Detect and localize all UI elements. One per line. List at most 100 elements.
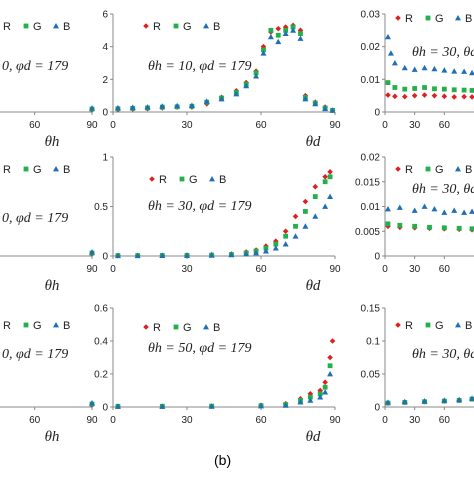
panel-4-point-B xyxy=(184,252,190,258)
panel-8-legend-marker-R xyxy=(395,322,401,328)
panel-1-point-B xyxy=(144,104,151,110)
panel-1-point-B xyxy=(267,33,274,40)
panel-7-point-G xyxy=(307,394,313,400)
panel-5-legend-label-B: B xyxy=(465,164,472,176)
panel-1-xtick-label: 30 xyxy=(181,120,193,131)
panel-7-point-B xyxy=(317,394,324,400)
panel-7-xtick-label: 0 xyxy=(110,415,116,426)
panel-5-legend-marker-G xyxy=(425,166,431,172)
panel-1-xtick-label: 0 xyxy=(110,120,116,131)
panel-1-point-B xyxy=(322,105,329,112)
panel-2-ytick-label: 0.02 xyxy=(361,42,381,53)
panel-1-point-G xyxy=(298,31,303,36)
panel-2-point-R xyxy=(451,94,458,100)
panel-1-point-B xyxy=(129,104,136,110)
panel-2-ytick-label: 0.01 xyxy=(361,75,381,86)
panel-1-point-B xyxy=(114,104,121,111)
panel-1-point-G xyxy=(283,27,289,33)
panel-4-legend-label-G: G xyxy=(189,174,198,186)
panel-2-point-B xyxy=(387,50,394,56)
panel-2-point-G xyxy=(451,87,457,93)
panel-4-ytick-label: 1 xyxy=(102,153,108,164)
panel-5-legend-label-G: G xyxy=(435,164,444,176)
panel-6-point-B xyxy=(89,400,95,406)
panel-1-point-B xyxy=(243,82,250,89)
panel-1-ytick-label: 0 xyxy=(102,108,108,119)
panel-5-ytick-label: 0 xyxy=(374,252,380,263)
panel-2-point-G xyxy=(412,86,418,91)
panel-7-point-B xyxy=(327,371,334,377)
panel-1-point-B xyxy=(297,35,304,41)
panel-1-ytick-label: 2 xyxy=(102,75,108,86)
panel-5-point-B xyxy=(451,207,458,213)
panel-8-point-B xyxy=(384,399,391,405)
panel-5-legend-label-R: R xyxy=(405,164,413,176)
panel-1-xlabel: θd xyxy=(306,134,321,150)
panel-3-point-B xyxy=(89,249,95,255)
panel-1-point-B xyxy=(275,38,282,45)
panel-1-point-B xyxy=(233,91,240,97)
panel-3-legend-marker-B xyxy=(53,166,59,172)
panel-7-ytick-label: 0.2 xyxy=(94,370,108,381)
panel-7-point-B xyxy=(208,403,215,409)
panel-7-point-G xyxy=(327,363,333,369)
panel-5-ytick-label: 0.01 xyxy=(361,202,381,213)
panel-2-point-R xyxy=(461,93,467,100)
panel-6-annotation: 0, φd = 179 xyxy=(2,347,68,362)
panel-4-point-G xyxy=(327,174,333,180)
panel-2-ytick-label: 0.03 xyxy=(361,10,381,21)
panel-0-xtick-label: 90 xyxy=(86,120,98,131)
panel-8-point-B xyxy=(401,398,408,405)
panel-1-point-G xyxy=(261,47,266,53)
panel-4-point-B xyxy=(134,252,141,259)
panel-4-point-G xyxy=(293,223,298,229)
panel-4-annotation: θh = 30, φd = 179 xyxy=(148,199,252,214)
panel-4-point-G xyxy=(303,209,308,214)
panel-5-point-G xyxy=(456,225,462,231)
panel-5-legend-marker-R xyxy=(395,166,401,172)
panel-5-point-B xyxy=(461,209,468,215)
panel-7-point-B xyxy=(307,397,314,403)
panel-8-legend-label-B: B xyxy=(465,320,472,332)
panel-2-point-B xyxy=(384,33,391,40)
panel-8-ytick-label: 0 xyxy=(374,403,380,414)
panel-4-point-B xyxy=(327,193,334,199)
panel-1-point-G xyxy=(275,32,281,38)
panel-4-point-R xyxy=(322,174,328,180)
panel-2-xtick-label: 30 xyxy=(409,120,421,131)
panel-4-xtick-label: 60 xyxy=(255,264,267,275)
panel-7-point-B xyxy=(282,402,289,408)
panel-4-ytick-label: 0 xyxy=(102,252,108,263)
panel-1-legend-marker-R xyxy=(143,23,149,29)
panel-5-point-B xyxy=(396,204,403,210)
panel-1-point-B xyxy=(159,103,166,109)
panel-1-legend-label-G: G xyxy=(183,21,192,33)
panel-2-point-G xyxy=(461,87,467,93)
panel-2-point-G xyxy=(392,85,398,90)
panel-1-legend-marker-G xyxy=(173,23,179,29)
panel-2-point-G xyxy=(385,80,391,85)
panel-5-ytick-label: 0.005 xyxy=(355,227,380,238)
panel-5-point-B xyxy=(431,205,438,212)
panel-8-legend-marker-B xyxy=(455,322,461,328)
panel-1-point-B xyxy=(302,95,309,102)
panel-7-ytick-label: 0.6 xyxy=(94,304,108,315)
panel-6-legend-marker-B xyxy=(53,322,59,328)
panel-5-point-G xyxy=(385,221,391,227)
panel-2-point-R xyxy=(431,92,438,99)
panel-3-legend-label-B: B xyxy=(63,164,70,176)
panel-7-annotation: θh = 50, φd = 179 xyxy=(148,341,252,356)
panel-0-annotation: 0, φd = 179 xyxy=(2,59,68,74)
panel-1-point-B xyxy=(282,30,289,36)
panel-4-legend-marker-B xyxy=(209,176,215,182)
panel-7-xtick-label: 60 xyxy=(255,415,267,426)
panel-8-xtick-label: 30 xyxy=(409,415,421,426)
panel-1-point-B xyxy=(329,107,336,113)
panel-4-point-G xyxy=(312,194,318,199)
panel-1-point-B xyxy=(260,50,267,56)
panel-8-annotation: θh = 30, θd xyxy=(412,347,474,362)
panel-2-point-R xyxy=(411,92,418,99)
panel-7-legend-marker-G xyxy=(173,324,179,330)
panel-1-xtick-label: 90 xyxy=(329,120,341,131)
panel-4-xtick-label: 90 xyxy=(329,264,341,275)
